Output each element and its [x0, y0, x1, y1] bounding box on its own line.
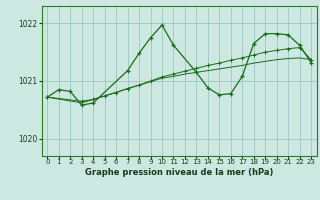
X-axis label: Graphe pression niveau de la mer (hPa): Graphe pression niveau de la mer (hPa)	[85, 168, 273, 177]
